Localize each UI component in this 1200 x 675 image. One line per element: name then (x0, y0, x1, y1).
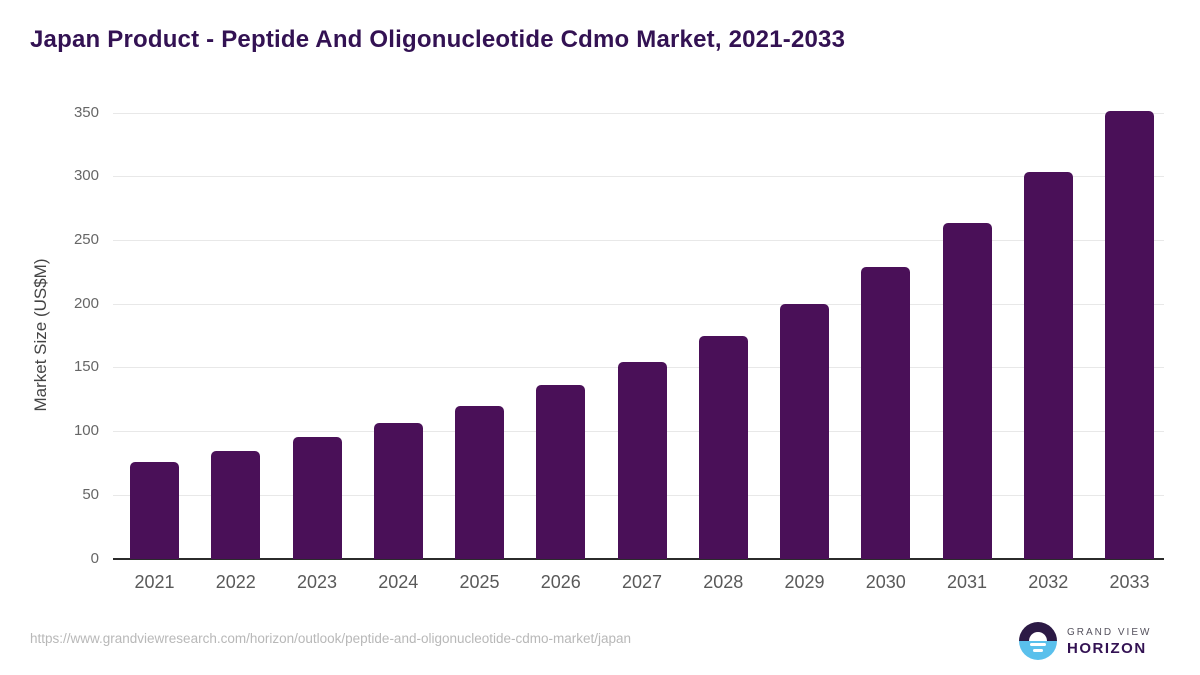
sunrise-logo-icon (1019, 622, 1057, 660)
gridline-250 (113, 239, 1164, 241)
x-label-2026: 2026 (540, 572, 581, 592)
bar-2030 (861, 266, 911, 559)
bar-2033 (1105, 111, 1154, 559)
y-tick-0: 0 (90, 549, 99, 567)
y-axis-title: Market Size (US$M) (31, 258, 50, 412)
reflection-stripe (1033, 649, 1043, 652)
reflection-stripe (1030, 643, 1046, 646)
bar-2027 (617, 362, 667, 559)
brand-name-top: GRAND VIEW (1067, 627, 1152, 638)
x-label-2028: 2028 (703, 572, 744, 592)
x-label-2032: 2032 (1028, 572, 1069, 592)
bar-2032 (1023, 172, 1073, 559)
bar-2021 (130, 461, 179, 559)
bar-2024 (373, 423, 423, 559)
source-url: https://www.grandviewresearch.com/horizo… (30, 631, 632, 646)
bar-2029 (780, 303, 829, 559)
x-label-2033: 2033 (1109, 572, 1150, 592)
sun-shape (1029, 632, 1047, 641)
bar-2023 (292, 437, 342, 559)
bar-2031 (942, 223, 992, 559)
y-tick-50: 50 (82, 485, 99, 503)
gridline-350 (113, 112, 1164, 114)
x-label-2021: 2021 (134, 572, 175, 592)
bar-2022 (211, 451, 261, 559)
y-tick-100: 100 (73, 422, 99, 440)
brand-name-bottom: HORIZON (1067, 640, 1147, 657)
y-tick-300: 300 (73, 167, 99, 185)
x-label-2031: 2031 (946, 572, 988, 592)
bar-2028 (698, 335, 748, 559)
gridline-300 (113, 176, 1164, 178)
x-label-2022: 2022 (215, 572, 256, 592)
x-label-2029: 2029 (784, 572, 825, 592)
brand-logo: GRAND VIEW HORIZON (1019, 622, 1164, 662)
bar-2025 (455, 405, 504, 559)
x-label-2030: 2030 (865, 572, 906, 592)
y-tick-150: 150 (73, 358, 99, 376)
x-label-2023: 2023 (296, 572, 338, 592)
bar-2026 (536, 385, 586, 559)
brand-name: GRAND VIEW HORIZON (1067, 627, 1151, 657)
y-tick-350: 350 (73, 103, 99, 121)
x-axis-line (113, 557, 1164, 560)
gridline-200 (113, 303, 1164, 305)
x-label-2025: 2025 (459, 572, 500, 592)
x-label-2024: 2024 (378, 572, 419, 592)
chart-title: Japan Product - Peptide And Oligonucleot… (30, 26, 846, 53)
plot-area (113, 111, 1164, 560)
x-label-2027: 2027 (621, 572, 663, 592)
y-tick-250: 250 (73, 230, 99, 248)
y-tick-200: 200 (73, 294, 99, 312)
